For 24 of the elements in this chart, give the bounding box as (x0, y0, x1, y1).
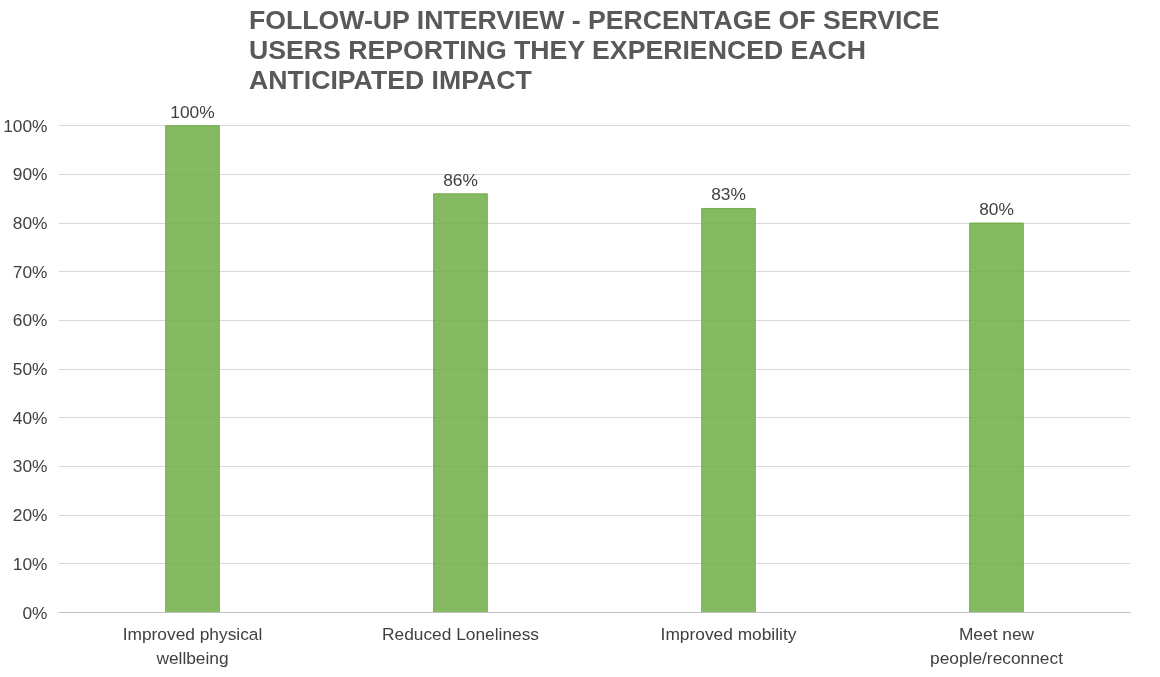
y-tick-label: 10% (12, 553, 48, 574)
y-tick-label: 70% (12, 261, 48, 282)
y-tick-label: 60% (12, 310, 48, 331)
bar (969, 222, 1024, 613)
x-tick-label: Improved physical wellbeing (122, 623, 263, 668)
y-tick-label: 0% (22, 602, 48, 623)
y-tick-label: 90% (12, 164, 48, 185)
y-tick-label: 20% (12, 505, 48, 526)
data-label: 86% (443, 169, 478, 190)
y-tick-label: 50% (12, 359, 48, 380)
x-tick-label: Improved mobility (660, 623, 797, 644)
chart-title: FOLLOW-UP INTERVIEW - PERCENTAGE OF SERVICE USERS REPORTING THEY EXPERIENCED EACH ANTICIPATED IMPACT (248, 4, 940, 95)
data-label: 83% (711, 184, 746, 205)
data-label: 80% (979, 199, 1014, 220)
data-label: 100% (170, 101, 215, 122)
bar (165, 125, 220, 613)
x-tick-label: Meet new people/reconnect (930, 623, 1064, 668)
y-tick-label: 40% (12, 407, 48, 428)
bar (433, 193, 488, 613)
bar (701, 207, 756, 613)
x-tick-label: Reduced Loneliness (381, 623, 540, 644)
y-tick-label: 100% (3, 115, 48, 136)
y-tick-label: 30% (12, 456, 48, 477)
y-tick-label: 80% (12, 213, 48, 234)
